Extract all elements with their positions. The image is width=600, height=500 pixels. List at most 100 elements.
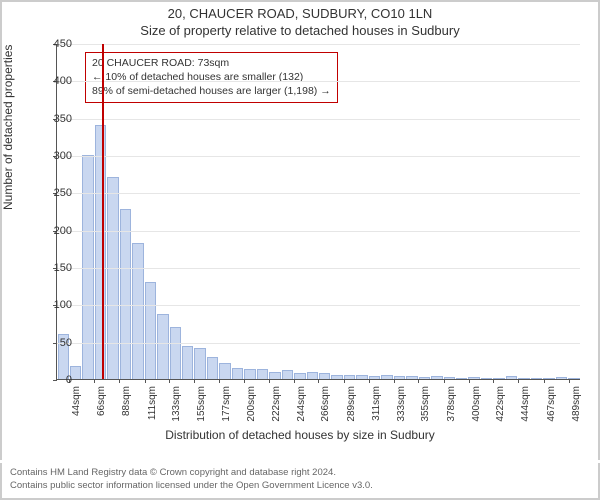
xtick-mark <box>469 379 470 383</box>
gridline <box>57 231 580 232</box>
histogram-bar <box>506 376 517 379</box>
histogram-bar <box>170 327 181 379</box>
xtick-label: 489sqm <box>571 386 582 422</box>
xtick-label: 111sqm <box>147 386 158 420</box>
histogram-bar <box>207 357 218 379</box>
xtick-mark <box>418 379 419 383</box>
histogram-bar <box>95 125 106 379</box>
xtick-mark <box>244 379 245 383</box>
chart-title-main: 20, CHAUCER ROAD, SUDBURY, CO10 1LN <box>0 0 600 21</box>
ytick-label: 250 <box>32 187 72 199</box>
xtick-mark <box>444 379 445 383</box>
ytick-label: 150 <box>32 262 72 274</box>
xtick-label: 444sqm <box>520 386 531 422</box>
xtick-label: 467sqm <box>546 386 557 422</box>
xtick-label: 133sqm <box>171 386 182 422</box>
histogram-bar <box>331 375 342 379</box>
xtick-mark <box>344 379 345 383</box>
histogram-bar <box>107 177 118 379</box>
xtick-mark <box>169 379 170 383</box>
histogram-bar <box>444 377 455 379</box>
xtick-mark <box>194 379 195 383</box>
histogram-bar <box>269 372 280 379</box>
xtick-label: 355sqm <box>420 386 431 422</box>
xtick-mark <box>119 379 120 383</box>
histogram-bar <box>381 375 392 379</box>
xtick-label: 66sqm <box>96 386 107 416</box>
ytick-label: 100 <box>32 299 72 311</box>
xtick-mark <box>518 379 519 383</box>
xtick-mark <box>294 379 295 383</box>
ytick-label: 300 <box>32 150 72 162</box>
xtick-mark <box>493 379 494 383</box>
marker-line <box>102 44 104 379</box>
annotation-line3: 89% of semi-detached houses are larger (… <box>92 84 331 98</box>
xtick-mark <box>394 379 395 383</box>
xtick-label: 200sqm <box>246 386 257 422</box>
histogram-bar <box>307 372 318 379</box>
gridline <box>57 119 580 120</box>
ytick-label: 350 <box>32 113 72 125</box>
histogram-bar <box>456 378 467 379</box>
histogram-bar <box>531 378 542 379</box>
xtick-label: 266sqm <box>320 386 331 422</box>
histogram-bar <box>82 155 93 379</box>
histogram-bar <box>319 373 330 379</box>
histogram-bar <box>294 373 305 379</box>
histogram-bar <box>232 368 243 379</box>
histogram-bar <box>356 375 367 379</box>
xtick-mark <box>94 379 95 383</box>
ytick-label: 400 <box>32 75 72 87</box>
xtick-label: 289sqm <box>346 386 357 422</box>
xtick-label: 88sqm <box>121 386 132 416</box>
histogram-bar <box>518 378 529 379</box>
ytick-label: 50 <box>32 337 72 349</box>
xtick-mark <box>145 379 146 383</box>
xtick-mark <box>269 379 270 383</box>
xtick-label: 311sqm <box>371 386 382 421</box>
ytick-label: 0 <box>32 374 72 386</box>
gridline <box>57 156 580 157</box>
histogram-bar <box>182 346 193 379</box>
y-axis-label: Number of detached properties <box>1 45 15 210</box>
chart-container: 20, CHAUCER ROAD, SUDBURY, CO10 1LN Size… <box>0 0 600 460</box>
footer: Contains HM Land Registry data © Crown c… <box>0 463 600 500</box>
annotation-line1: 20 CHAUCER ROAD: 73sqm <box>92 56 331 70</box>
histogram-bar <box>394 376 405 379</box>
ytick-label: 450 <box>32 38 72 50</box>
histogram-bar <box>282 370 293 379</box>
xtick-mark <box>318 379 319 383</box>
gridline <box>57 343 580 344</box>
histogram-bar <box>145 282 156 379</box>
x-axis-label: Distribution of detached houses by size … <box>0 428 600 442</box>
annotation-box: 20 CHAUCER ROAD: 73sqm ← 10% of detached… <box>85 52 338 103</box>
xtick-label: 244sqm <box>296 386 307 422</box>
histogram-bar <box>481 378 492 379</box>
footer-line2: Contains public sector information licen… <box>10 480 590 492</box>
histogram-bar <box>556 377 567 379</box>
histogram-bar <box>468 377 479 379</box>
histogram-bar <box>369 376 380 379</box>
histogram-bar <box>132 243 143 379</box>
gridline <box>57 268 580 269</box>
gridline <box>57 44 580 45</box>
xtick-label: 400sqm <box>471 386 482 422</box>
xtick-label: 44sqm <box>71 386 82 416</box>
xtick-label: 177sqm <box>221 386 232 422</box>
xtick-label: 378sqm <box>446 386 457 422</box>
footer-line1: Contains HM Land Registry data © Crown c… <box>10 467 590 479</box>
xtick-mark <box>544 379 545 383</box>
plot-area: 20 CHAUCER ROAD: 73sqm ← 10% of detached… <box>56 44 580 380</box>
xtick-label: 333sqm <box>396 386 407 422</box>
chart-title-sub: Size of property relative to detached ho… <box>0 21 600 44</box>
gridline <box>57 305 580 306</box>
histogram-bar <box>344 375 355 379</box>
xtick-mark <box>369 379 370 383</box>
ytick-label: 200 <box>32 225 72 237</box>
histogram-bar <box>244 369 255 379</box>
histogram-bar <box>157 314 168 379</box>
xtick-label: 155sqm <box>196 386 207 422</box>
histogram-bar <box>406 376 417 379</box>
histogram-bar <box>493 378 504 379</box>
xtick-mark <box>569 379 570 383</box>
